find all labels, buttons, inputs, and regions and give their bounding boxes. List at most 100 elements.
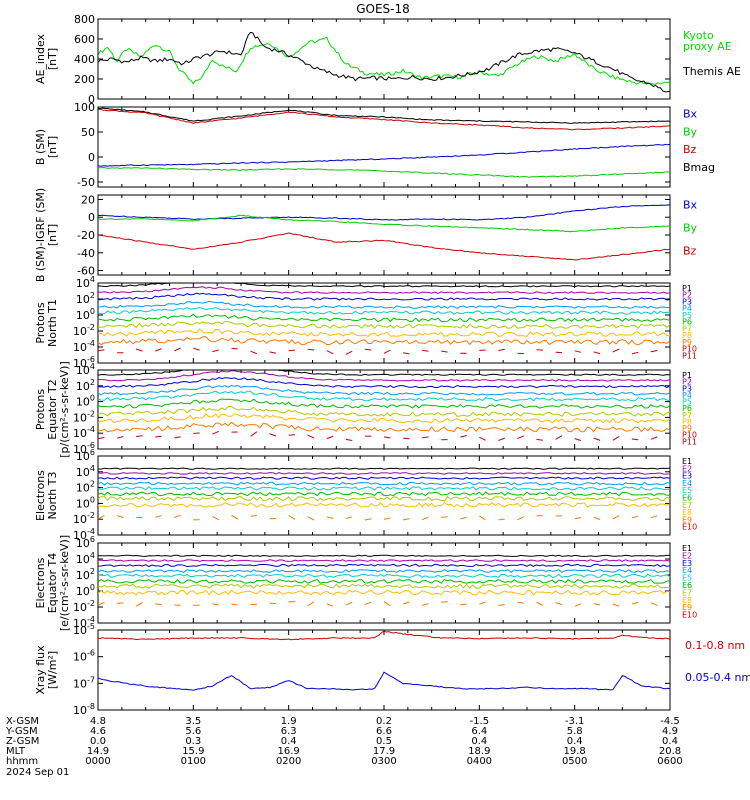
y-tick-label: -60 bbox=[77, 265, 95, 278]
legend-label: E4 bbox=[682, 566, 692, 575]
channel-segment bbox=[193, 347, 200, 351]
y-axis-label: B (SM)-IGRF (SM) bbox=[34, 188, 47, 282]
legend-label: E6 bbox=[682, 581, 692, 590]
y-tick-label: 10-5 bbox=[73, 622, 95, 637]
orbit-cell: 0.0 bbox=[90, 736, 106, 747]
orbit-row-label: Y-GSM bbox=[5, 726, 38, 737]
orbit-row-label: Z-GSM bbox=[6, 736, 39, 747]
channel-segment bbox=[498, 518, 505, 521]
legend-label: P8 bbox=[682, 331, 692, 340]
y-tick-label: 10-4 bbox=[73, 339, 95, 354]
channel-segment bbox=[117, 602, 124, 604]
y-axis-label: North T3 bbox=[46, 472, 59, 520]
channel-segment bbox=[307, 601, 315, 607]
legend-label: E10 bbox=[682, 523, 697, 532]
channel-segment bbox=[593, 603, 601, 606]
channel-segment bbox=[631, 351, 639, 355]
y-tick-label: 106 bbox=[76, 535, 95, 550]
channel-segment bbox=[212, 516, 220, 521]
y-tick-label: 10-6 bbox=[73, 441, 95, 456]
legend-label: Bx bbox=[683, 199, 698, 212]
legend-label: 0.05-0.4 nm bbox=[685, 671, 750, 684]
legend-label: P10 bbox=[682, 345, 697, 354]
legend-label: P5 bbox=[682, 398, 692, 407]
y-tick-label: 104 bbox=[76, 275, 95, 290]
plot-area bbox=[98, 467, 670, 521]
series-line-bmag bbox=[98, 107, 670, 124]
channel-segment bbox=[288, 349, 296, 352]
legend-label: E8 bbox=[682, 596, 692, 605]
channel-line-1 bbox=[98, 467, 670, 470]
legend-label: E2 bbox=[682, 551, 692, 560]
channel-line-8 bbox=[98, 589, 670, 596]
legend-label: P1 bbox=[682, 371, 692, 380]
channel-line-5 bbox=[98, 390, 670, 402]
y-axis-label: Protons bbox=[34, 389, 47, 430]
channel-segment bbox=[403, 518, 410, 521]
channel-segment bbox=[155, 348, 162, 352]
panel-2: -50 0 50 100 B (SM) [nT] Bx By Bz Bmag bbox=[34, 101, 715, 189]
series-line-bz bbox=[98, 108, 670, 131]
legend-label: P8 bbox=[682, 417, 692, 426]
channel-line-5 bbox=[98, 486, 670, 491]
channel-line-6 bbox=[98, 579, 670, 584]
legend-label: E4 bbox=[682, 479, 692, 488]
channel-segment bbox=[612, 603, 620, 607]
channel-segment bbox=[136, 435, 143, 438]
panel-8: 10-5 10-6 10-7 10-8 Xray flux [W/m²] 0.1-0.8 n… bbox=[34, 622, 750, 717]
y-tick-label: 10-2 bbox=[73, 323, 95, 338]
legend-label: E9 bbox=[682, 515, 692, 524]
channel-segment bbox=[441, 601, 448, 603]
y-tick-label: 10-6 bbox=[73, 355, 95, 370]
y-tick-label: 10-2 bbox=[73, 409, 95, 424]
channel-segment bbox=[650, 602, 658, 606]
channel-segment bbox=[326, 603, 334, 607]
orbit-cell: 15.9 bbox=[182, 746, 204, 757]
channel-segment bbox=[155, 515, 162, 518]
legend-label: P2 bbox=[682, 291, 692, 300]
channel-line-3 bbox=[98, 292, 670, 301]
y-tick-label: 102 bbox=[76, 378, 95, 393]
legend-label: E5 bbox=[682, 486, 692, 495]
series-line-bx bbox=[98, 143, 670, 167]
legend-label: E7 bbox=[682, 501, 692, 510]
orbit-cell: 18.9 bbox=[468, 746, 490, 757]
legend-label: E3 bbox=[682, 472, 692, 481]
orbit-cell: 0.4 bbox=[471, 736, 487, 747]
channel-line-6 bbox=[98, 491, 670, 497]
channel-segment bbox=[555, 602, 563, 606]
legend-label: P6 bbox=[682, 404, 692, 413]
legend-label: Kyoto bbox=[683, 29, 714, 42]
y-tick-label: 100 bbox=[76, 307, 95, 322]
orbit-cell: 6.6 bbox=[376, 726, 392, 737]
legend-label: P1 bbox=[682, 284, 692, 293]
channel-segment bbox=[498, 604, 505, 606]
channel-segment bbox=[650, 350, 658, 353]
channel-segment bbox=[269, 351, 277, 354]
y-axis-label: B (SM) bbox=[34, 129, 47, 165]
y-axis-label: [e/(cm²-s-sr-keV)] bbox=[58, 535, 71, 631]
channel-segment bbox=[98, 515, 105, 520]
legend-label: 0.1-0.8 nm bbox=[685, 639, 745, 652]
plot-area bbox=[98, 204, 670, 261]
orbit-cell: 3.5 bbox=[185, 716, 201, 727]
channel-line-6 bbox=[98, 313, 670, 323]
channel-segment bbox=[517, 601, 524, 604]
channel-segment bbox=[536, 601, 544, 606]
channel-segment bbox=[479, 601, 486, 605]
channel-line-7 bbox=[98, 320, 670, 329]
orbit-cell: 0.4 bbox=[281, 736, 297, 747]
y-tick-label: 10-4 bbox=[73, 527, 95, 542]
channel-segment bbox=[574, 438, 582, 441]
legend-label: P2 bbox=[682, 378, 692, 387]
orbit-cell: 0600 bbox=[657, 756, 682, 767]
orbit-cell: -4.5 bbox=[660, 716, 680, 727]
plot-area bbox=[98, 630, 670, 691]
channel-segment bbox=[307, 348, 315, 351]
channel-line-8 bbox=[98, 501, 670, 508]
channel-segment bbox=[174, 436, 181, 439]
channel-line-2 bbox=[98, 286, 670, 294]
